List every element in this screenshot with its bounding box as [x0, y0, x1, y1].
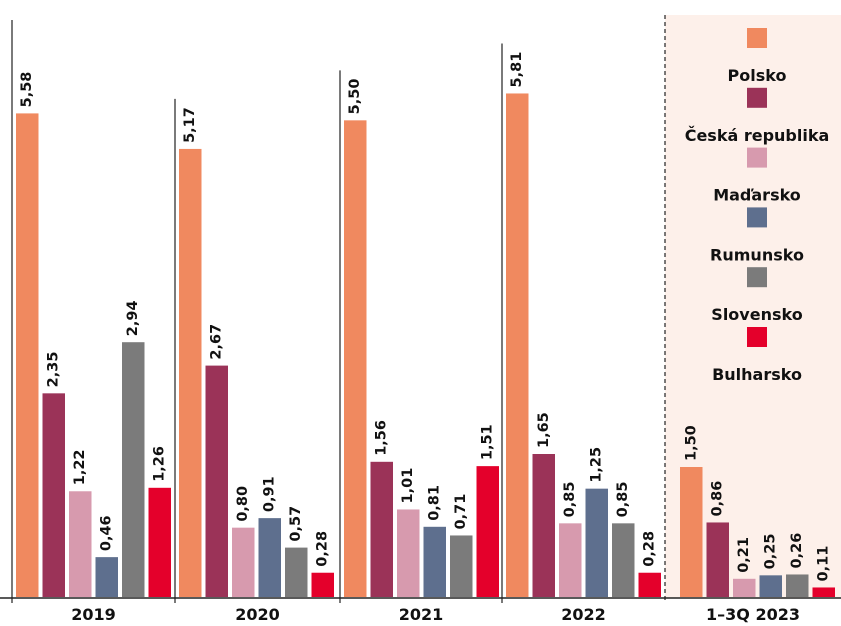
value-label: 2,94	[125, 300, 141, 336]
bar	[148, 487, 171, 597]
value-label: 0,46	[99, 515, 115, 551]
bar	[506, 93, 529, 597]
bar	[786, 574, 809, 597]
value-label: 5,17	[182, 107, 198, 143]
value-label: 1,25	[589, 447, 605, 483]
value-label: 0,57	[288, 506, 304, 542]
bar	[370, 461, 393, 597]
value-label: 1,65	[536, 412, 552, 448]
bar	[612, 523, 635, 597]
legend-label: Rumunsko	[710, 245, 804, 264]
value-label: 1,26	[152, 446, 168, 482]
value-label: 0,11	[816, 546, 832, 582]
value-label: 0,26	[789, 533, 805, 569]
bar	[450, 535, 473, 597]
value-label: 1,56	[374, 420, 390, 456]
bar	[680, 467, 703, 597]
bar	[258, 518, 281, 597]
x-tick-label: 2019	[71, 605, 116, 624]
legend-swatch	[747, 87, 767, 108]
legend-swatch	[747, 327, 767, 347]
bar	[16, 113, 39, 598]
bar	[42, 393, 65, 597]
value-label: 1,50	[683, 425, 699, 461]
bar	[532, 454, 555, 597]
bar	[179, 148, 202, 597]
value-label: 2,35	[46, 352, 62, 388]
x-tick-label: 2020	[235, 605, 280, 624]
bar	[344, 120, 367, 597]
legend-label: Polsko	[728, 66, 787, 85]
bar	[585, 488, 608, 597]
value-label: 5,81	[509, 52, 525, 88]
bar	[95, 557, 118, 597]
value-label: 0,28	[315, 531, 331, 567]
bar	[423, 526, 446, 597]
value-label: 5,50	[347, 79, 363, 115]
bar	[69, 491, 92, 597]
bar	[205, 365, 228, 597]
bar	[706, 522, 729, 597]
bar	[397, 509, 420, 597]
legend-swatch	[747, 147, 767, 168]
value-label: 0,28	[642, 531, 658, 567]
value-label: 0,85	[615, 482, 631, 518]
value-label: 0,80	[235, 486, 251, 522]
bar	[476, 466, 499, 597]
value-label: 0,81	[427, 485, 443, 521]
value-label: 0,71	[453, 494, 469, 530]
value-label: 5,58	[19, 72, 35, 108]
legend-label: Bulharsko	[712, 365, 802, 384]
value-label: 1,22	[72, 449, 88, 485]
bar	[285, 547, 308, 597]
value-label: 1,51	[480, 424, 496, 460]
value-label: 1,01	[400, 468, 416, 504]
bar	[759, 575, 782, 597]
bar	[812, 587, 835, 597]
legend-label: Slovensko	[711, 305, 802, 324]
value-label: 2,67	[209, 324, 225, 360]
x-tick-label: 2022	[561, 605, 606, 624]
bar	[638, 572, 661, 597]
bar	[122, 342, 145, 597]
legend-label: Maďarsko	[713, 186, 801, 205]
x-tick-label: 2021	[399, 605, 444, 624]
bar	[733, 578, 756, 597]
value-label: 0,86	[710, 481, 726, 517]
value-label: 0,21	[736, 537, 752, 573]
bar	[311, 572, 334, 597]
legend-swatch	[747, 28, 767, 48]
legend-swatch	[747, 267, 767, 288]
value-label: 0,91	[262, 476, 278, 512]
legend-swatch	[747, 207, 767, 228]
value-label: 0,85	[562, 482, 578, 518]
x-tick-label: 1–3Q 2023	[706, 605, 800, 624]
bar	[232, 527, 255, 597]
bar	[559, 523, 582, 597]
legend-label: Česká republika	[685, 126, 830, 145]
value-label: 0,25	[763, 534, 779, 570]
